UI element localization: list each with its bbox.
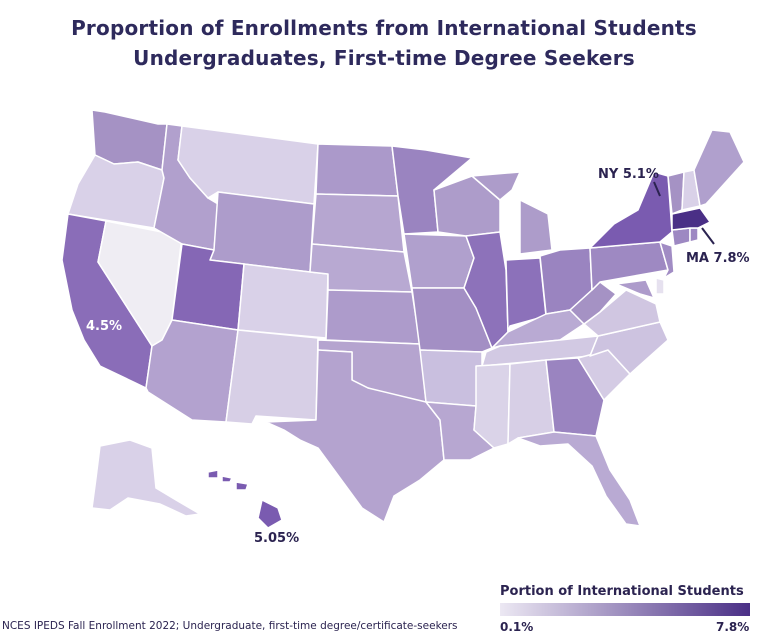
state-rhode-island bbox=[689, 227, 699, 243]
state-alaska bbox=[91, 439, 201, 517]
source-note: NCES IPEDS Fall Enrollment 2022; Undergr… bbox=[2, 620, 458, 632]
ma-callout-leader bbox=[701, 227, 715, 245]
state-south-dakota bbox=[311, 193, 405, 253]
state-hawaii-maui bbox=[235, 481, 249, 491]
state-mississippi bbox=[473, 363, 511, 449]
state-hawaii-big-island bbox=[257, 499, 283, 529]
state-delaware bbox=[655, 277, 665, 295]
state-connecticut bbox=[671, 227, 691, 247]
state-hawaii-oahu bbox=[207, 469, 219, 479]
ma-callout-label: MA 7.8% bbox=[686, 251, 750, 266]
state-texas bbox=[265, 349, 445, 523]
state-maryland bbox=[615, 279, 655, 299]
state-indiana bbox=[505, 257, 547, 333]
ca-callout-label: 4.5% bbox=[86, 319, 122, 334]
map-title: Proportion of Enrollments from Internati… bbox=[71, 16, 697, 40]
state-michigan bbox=[471, 171, 553, 255]
state-massachusetts bbox=[671, 207, 711, 231]
state-florida bbox=[517, 431, 641, 527]
hi-callout-label: 5.05% bbox=[254, 531, 299, 546]
state-north-dakota bbox=[315, 143, 399, 197]
state-kansas bbox=[325, 289, 421, 345]
legend-max-label: 7.8% bbox=[716, 620, 750, 634]
legend-title: Portion of International Students bbox=[500, 584, 744, 599]
legend-color-bar bbox=[500, 603, 750, 616]
state-hawaii-molokai bbox=[221, 475, 233, 483]
ny-callout-leader bbox=[653, 181, 661, 197]
state-new-york bbox=[589, 171, 673, 249]
state-maine bbox=[693, 129, 745, 207]
state-new-jersey bbox=[659, 241, 675, 279]
map-subtitle: Undergraduates, First-time Degree Seeker… bbox=[133, 46, 635, 70]
ny-callout-label: NY 5.1% bbox=[598, 167, 659, 182]
state-wyoming bbox=[209, 191, 315, 273]
legend-min-label: 0.1% bbox=[500, 620, 534, 634]
state-new-mexico bbox=[225, 329, 319, 425]
state-arkansas bbox=[419, 349, 483, 407]
state-colorado bbox=[237, 263, 329, 339]
state-iowa bbox=[403, 233, 475, 289]
